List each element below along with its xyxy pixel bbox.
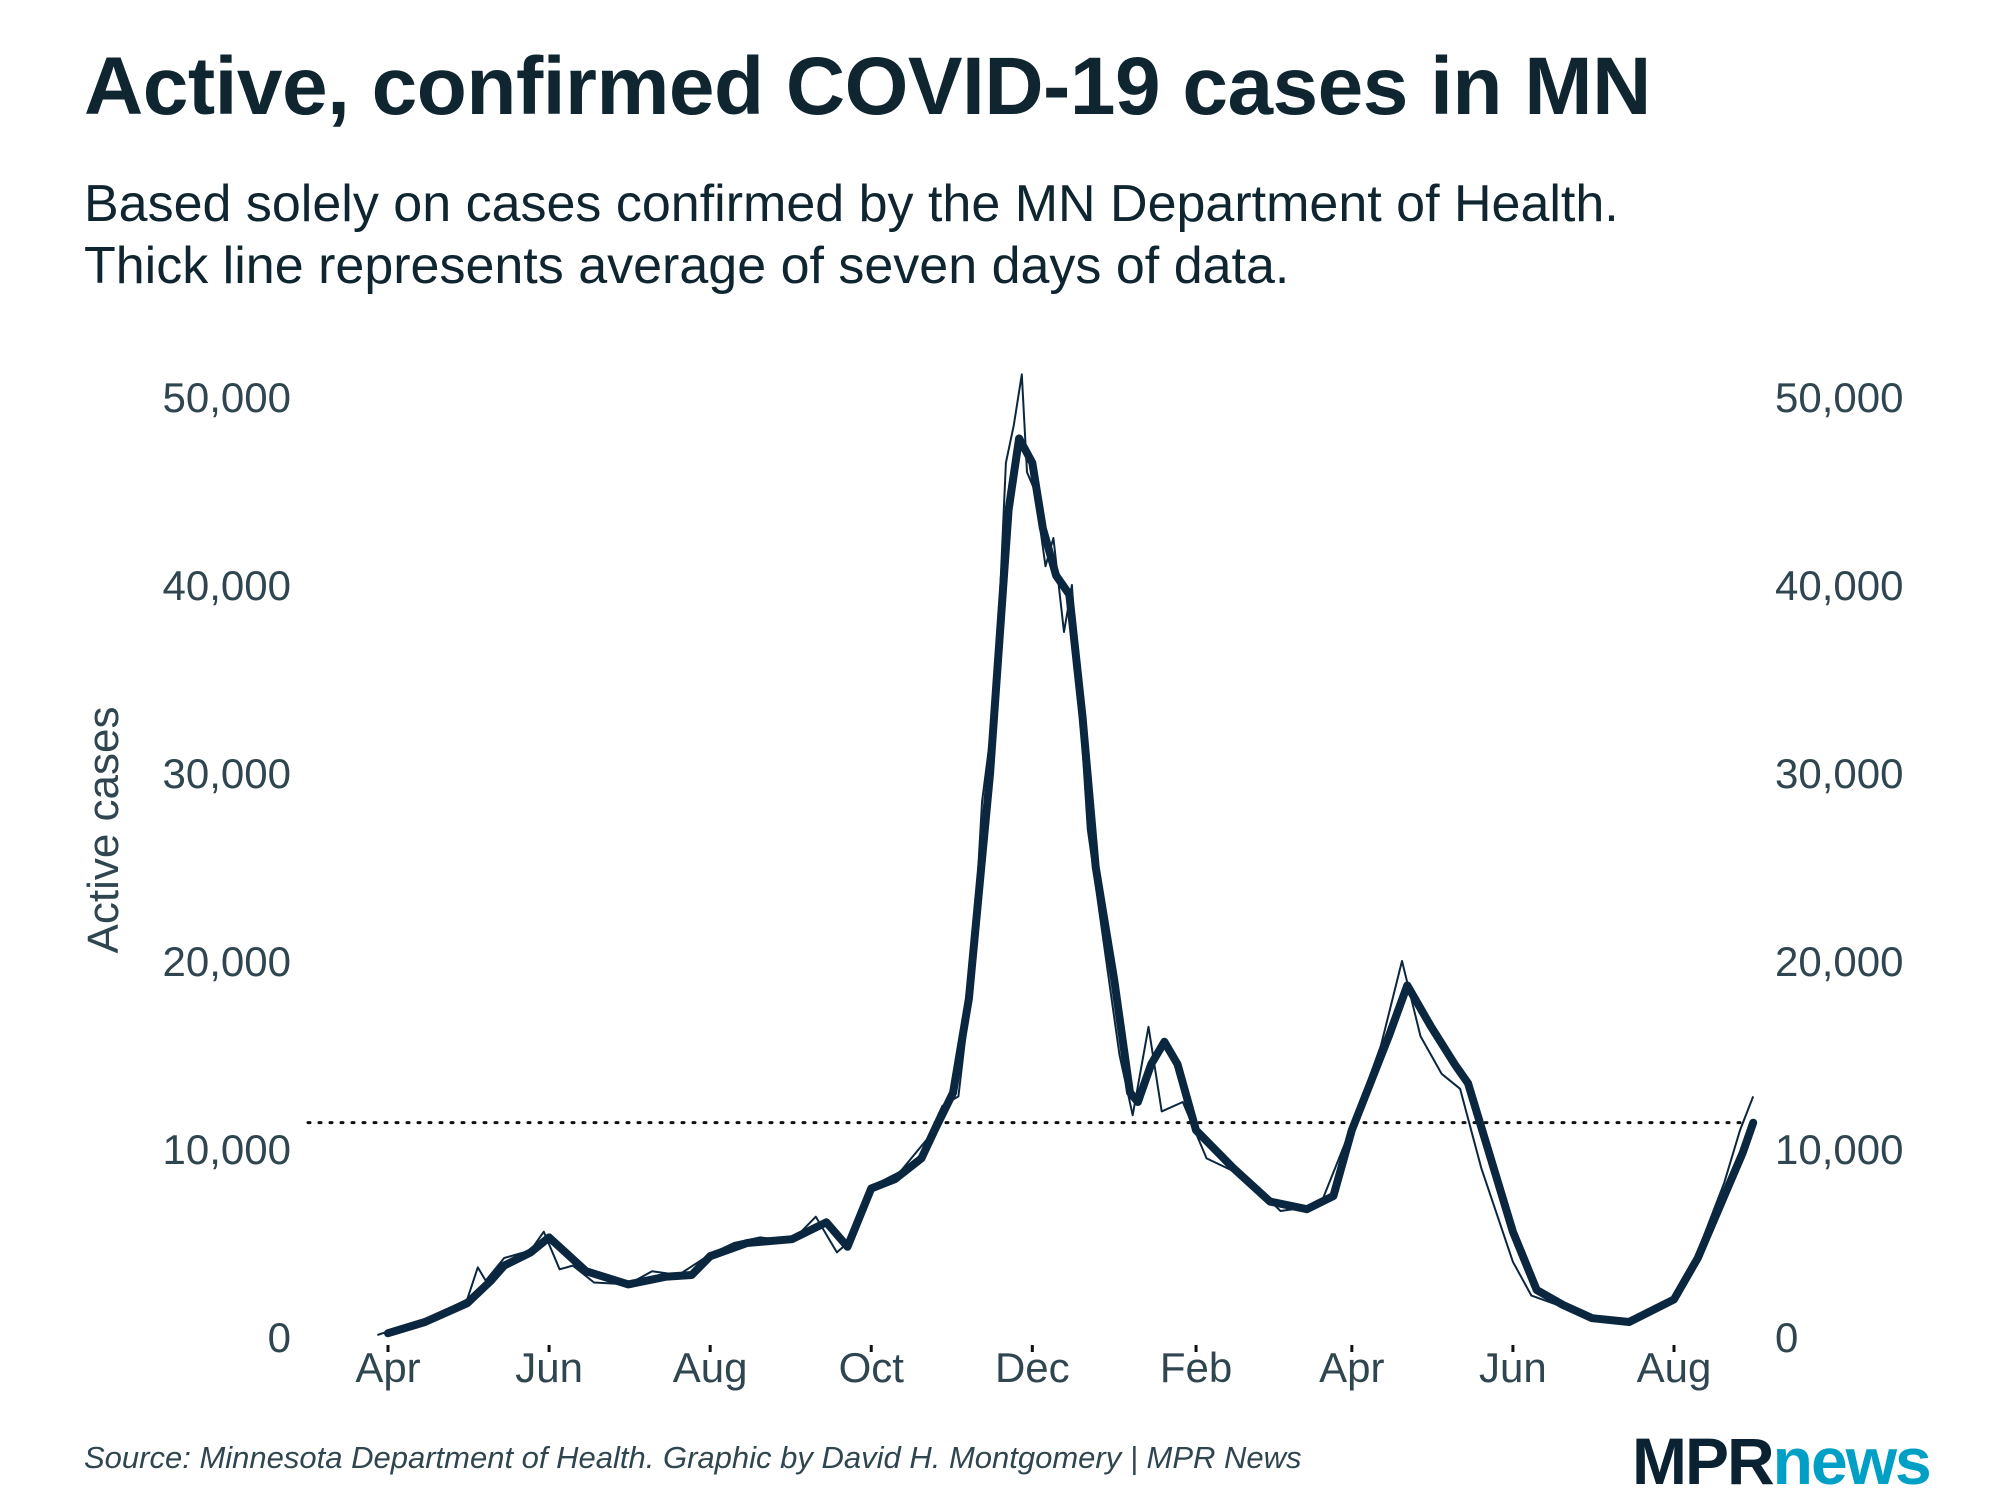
y-tick-label-right: 40,000 [1775, 562, 1903, 609]
chart-subtitle-line-2: Thick line represents average of seven d… [84, 237, 1290, 295]
x-tick-label: Aug [1637, 1344, 1712, 1391]
x-tick-label: Oct [839, 1344, 905, 1391]
y-tick-label-right: 10,000 [1775, 1126, 1903, 1173]
x-tick-label: Dec [995, 1344, 1070, 1391]
chart-title: Active, confirmed COVID-19 cases in MN [84, 41, 1651, 132]
y-tick-label-right: 50,000 [1775, 374, 1903, 421]
seven-day-average-line [384, 434, 1758, 1338]
daily-values-line [377, 373, 1755, 1337]
y-tick-label-left: 30,000 [163, 750, 291, 797]
x-tick-label: Jun [1479, 1344, 1547, 1391]
y-tick-label-right: 30,000 [1775, 750, 1903, 797]
y-tick-label-left: 50,000 [163, 374, 291, 421]
x-tick-label: Jun [515, 1344, 583, 1391]
source-credit: Source: Minnesota Department of Health. … [84, 1440, 1302, 1475]
y-tick-label-left: 40,000 [163, 562, 291, 609]
y-tick-label-left: 20,000 [163, 938, 291, 985]
x-tick-label: Apr [1319, 1344, 1384, 1391]
mpr-news-logo: MPRnews [1632, 1424, 1932, 1498]
x-tick-label: Apr [355, 1344, 420, 1391]
y-tick-label-right: 0 [1775, 1314, 1798, 1361]
y-axis-label: Active cases [79, 707, 128, 954]
x-tick-label: Feb [1160, 1344, 1232, 1391]
y-tick-label-left: 0 [268, 1314, 291, 1361]
chart-subtitle-line-1: Based solely on cases confirmed by the M… [84, 175, 1619, 233]
y-tick-label-left: 10,000 [163, 1126, 291, 1173]
y-tick-label-right: 20,000 [1775, 938, 1903, 985]
x-tick-label: Aug [673, 1344, 748, 1391]
